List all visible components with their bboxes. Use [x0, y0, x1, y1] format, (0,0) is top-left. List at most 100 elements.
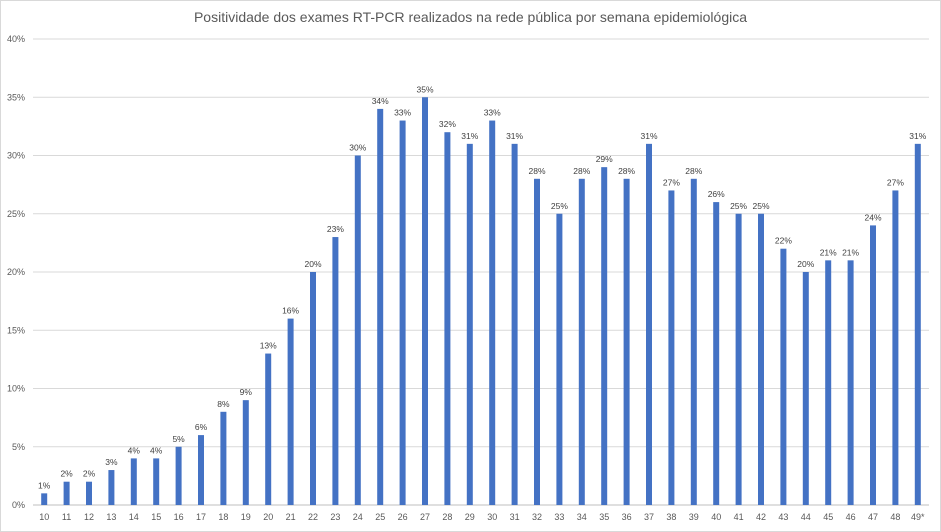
x-tick-label: 39	[689, 512, 699, 522]
bar	[847, 260, 854, 505]
bar	[130, 458, 137, 505]
x-tick-label: 21	[286, 512, 296, 522]
data-label: 20%	[304, 259, 321, 269]
data-label: 13%	[260, 341, 277, 351]
x-tick-label: 32	[532, 512, 542, 522]
data-label: 25%	[551, 201, 568, 211]
bar	[758, 213, 764, 505]
data-label: 31%	[909, 131, 926, 141]
bar	[332, 237, 339, 506]
data-label: 1%	[38, 480, 51, 490]
x-tick-label: 35	[599, 512, 609, 522]
y-tick-label: 35%	[7, 92, 25, 102]
bar	[802, 272, 809, 505]
data-label: 22%	[775, 236, 792, 246]
x-tick-label: 33	[554, 512, 564, 522]
bar	[690, 178, 697, 506]
x-tick-label: 15	[151, 512, 161, 522]
bar	[825, 260, 832, 505]
bar	[287, 318, 294, 505]
x-tick-label: 44	[801, 512, 811, 522]
x-tick-label: 37	[644, 512, 654, 522]
y-tick-label: 30%	[7, 151, 25, 161]
data-label: 32%	[439, 119, 456, 129]
y-tick-label: 25%	[7, 209, 25, 219]
chart-title: Positividade dos exames RT-PCR realizado…	[193, 9, 748, 25]
bar	[242, 400, 249, 505]
data-label: 24%	[864, 212, 881, 222]
bar	[623, 178, 630, 506]
data-label: 29%	[596, 154, 613, 164]
y-tick-label: 20%	[7, 267, 25, 277]
data-label: 26%	[708, 189, 725, 199]
data-label: 28%	[685, 166, 702, 176]
bar	[780, 248, 787, 505]
bar	[86, 481, 92, 505]
bar	[422, 97, 428, 505]
bar	[534, 178, 540, 506]
data-label: 30%	[349, 143, 366, 153]
x-tick-label: 42	[756, 512, 766, 522]
bar	[870, 225, 876, 505]
bar	[265, 353, 272, 505]
bar	[646, 143, 652, 505]
x-tick-label: 11	[62, 512, 71, 522]
bar	[108, 470, 115, 505]
data-label: 33%	[484, 108, 501, 118]
bar	[713, 202, 720, 505]
x-tick-label: 17	[196, 512, 206, 522]
x-tick-label: 19	[241, 512, 251, 522]
x-tick-label: 40	[711, 512, 721, 522]
x-tick-label: 24	[353, 512, 363, 522]
data-label: 28%	[573, 166, 590, 176]
data-label: 33%	[394, 108, 411, 118]
bar	[735, 213, 742, 505]
x-tick-label: 29	[465, 512, 475, 522]
data-label: 4%	[150, 445, 163, 455]
data-label: 9%	[240, 387, 253, 397]
bar	[489, 120, 496, 506]
data-label: 20%	[797, 259, 814, 269]
data-label: 8%	[217, 399, 230, 409]
data-label: 35%	[416, 84, 433, 94]
x-tick-label: 12	[84, 512, 94, 522]
data-label: 28%	[528, 166, 545, 176]
bar	[220, 411, 227, 505]
x-tick-label: 18	[218, 512, 228, 522]
data-label: 2%	[60, 469, 73, 479]
x-tick-label: 38	[666, 512, 676, 522]
x-tick-label: 34	[577, 512, 587, 522]
data-label: 28%	[618, 166, 635, 176]
bar	[41, 493, 48, 505]
data-label: 21%	[820, 247, 837, 257]
data-label: 31%	[461, 131, 478, 141]
x-tick-label: 30	[487, 512, 497, 522]
bar	[310, 272, 316, 505]
x-tick-label: 23	[330, 512, 340, 522]
x-tick-label: 25	[375, 512, 385, 522]
data-label: 4%	[128, 445, 141, 455]
data-label: 31%	[506, 131, 523, 141]
x-tick-label: 47	[868, 512, 878, 522]
data-label: 6%	[195, 422, 208, 432]
data-label: 21%	[842, 247, 859, 257]
x-tick-label: 14	[129, 512, 139, 522]
x-tick-label: 27	[420, 512, 430, 522]
bar	[198, 435, 204, 505]
x-tick-label: 46	[846, 512, 856, 522]
data-label: 16%	[282, 306, 299, 316]
data-label: 23%	[327, 224, 344, 234]
data-label: 31%	[640, 131, 657, 141]
bar	[354, 155, 361, 505]
bar	[892, 190, 899, 505]
x-tick-label: 28	[442, 512, 452, 522]
data-label: 25%	[752, 201, 769, 211]
bar	[601, 167, 608, 505]
bar	[556, 213, 563, 505]
bar	[153, 458, 160, 505]
y-tick-label: 15%	[7, 325, 25, 335]
data-label: 25%	[730, 201, 747, 211]
x-tick-label: 49*	[911, 512, 925, 522]
bar	[377, 108, 384, 506]
bar	[914, 143, 921, 505]
